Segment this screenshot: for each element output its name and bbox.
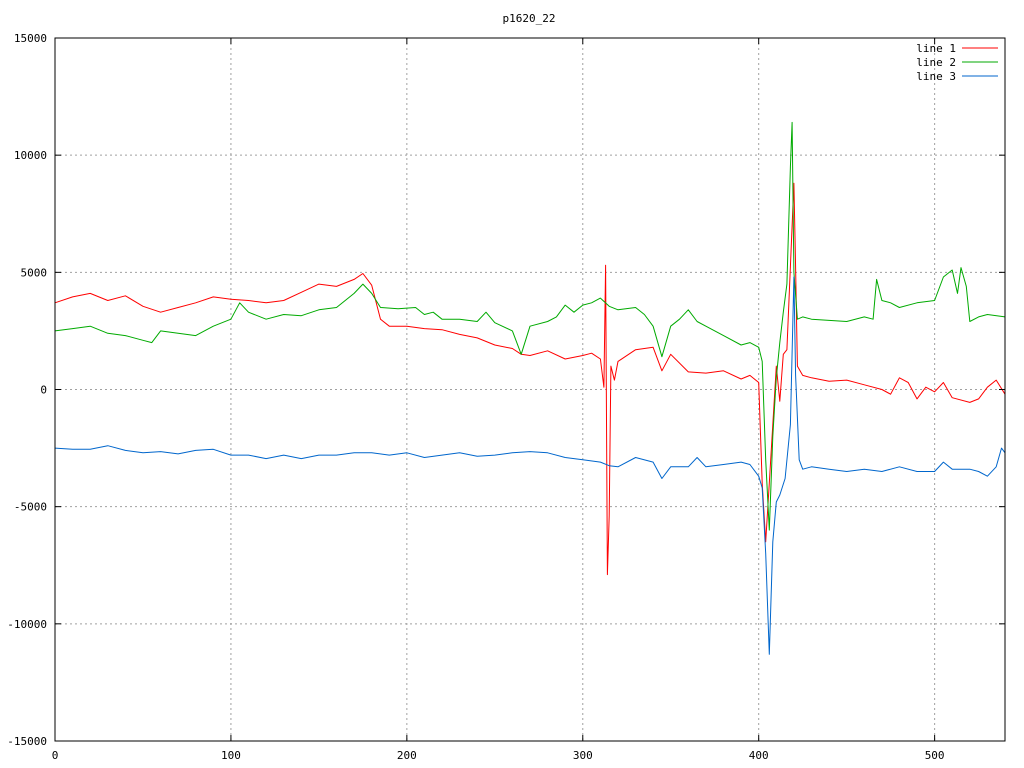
y-tick-label: 15000 (14, 32, 47, 45)
y-tick-label: 5000 (21, 266, 48, 279)
x-tick-label: 0 (52, 749, 59, 762)
legend-label: line 2 (916, 56, 956, 69)
axis-ticks: 0 100 200 300 400 500 -15000 -10000 -5000 0 5000 10… (7, 32, 1005, 762)
legend-label: line 1 (916, 42, 956, 55)
x-tick-label: 200 (397, 749, 417, 762)
x-tick-label: 400 (749, 749, 769, 762)
y-tick-label: -15000 (7, 735, 47, 748)
series-line-3 (54, 276, 1006, 655)
y-tick-label: -10000 (7, 618, 47, 631)
x-tick-label: 100 (221, 749, 241, 762)
y-tick-label: 0 (40, 384, 47, 397)
x-tick-label: 500 (925, 749, 945, 762)
legend-label: line 3 (916, 70, 956, 83)
chart-title: p1620_22 (503, 12, 556, 25)
x-tick-label: 300 (573, 749, 593, 762)
series-lines (54, 121, 1006, 655)
y-tick-label: 10000 (14, 149, 47, 162)
y-tick-label: -5000 (14, 501, 47, 514)
series-line-2 (54, 121, 1006, 531)
series-line-1 (54, 182, 1006, 576)
